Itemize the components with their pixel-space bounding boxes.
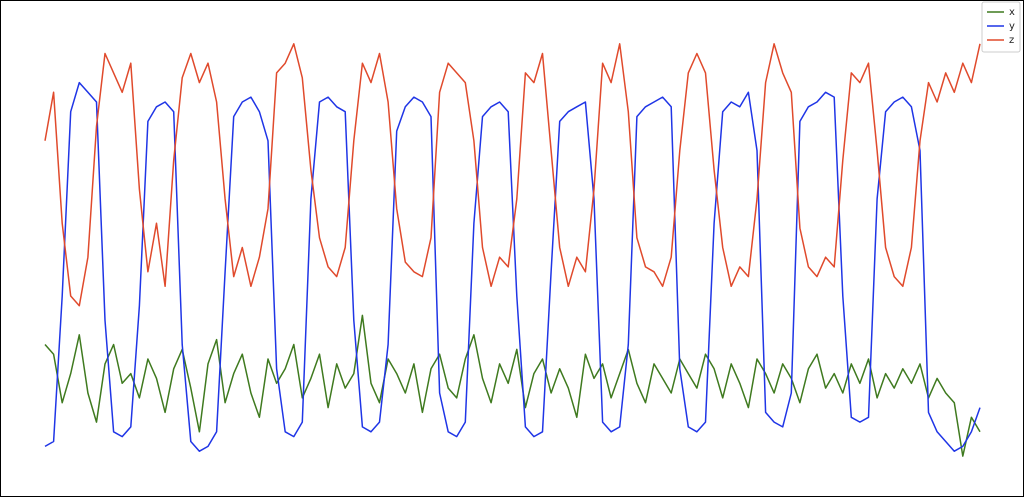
series-line (44, 81, 981, 452)
legend: xyz (981, 1, 1021, 53)
legend-label: x (1009, 7, 1015, 18)
series-line (44, 43, 981, 307)
plot-area (44, 43, 981, 457)
legend-label: z (1009, 35, 1014, 46)
legend-label: y (1009, 21, 1015, 32)
series-line (44, 314, 981, 457)
